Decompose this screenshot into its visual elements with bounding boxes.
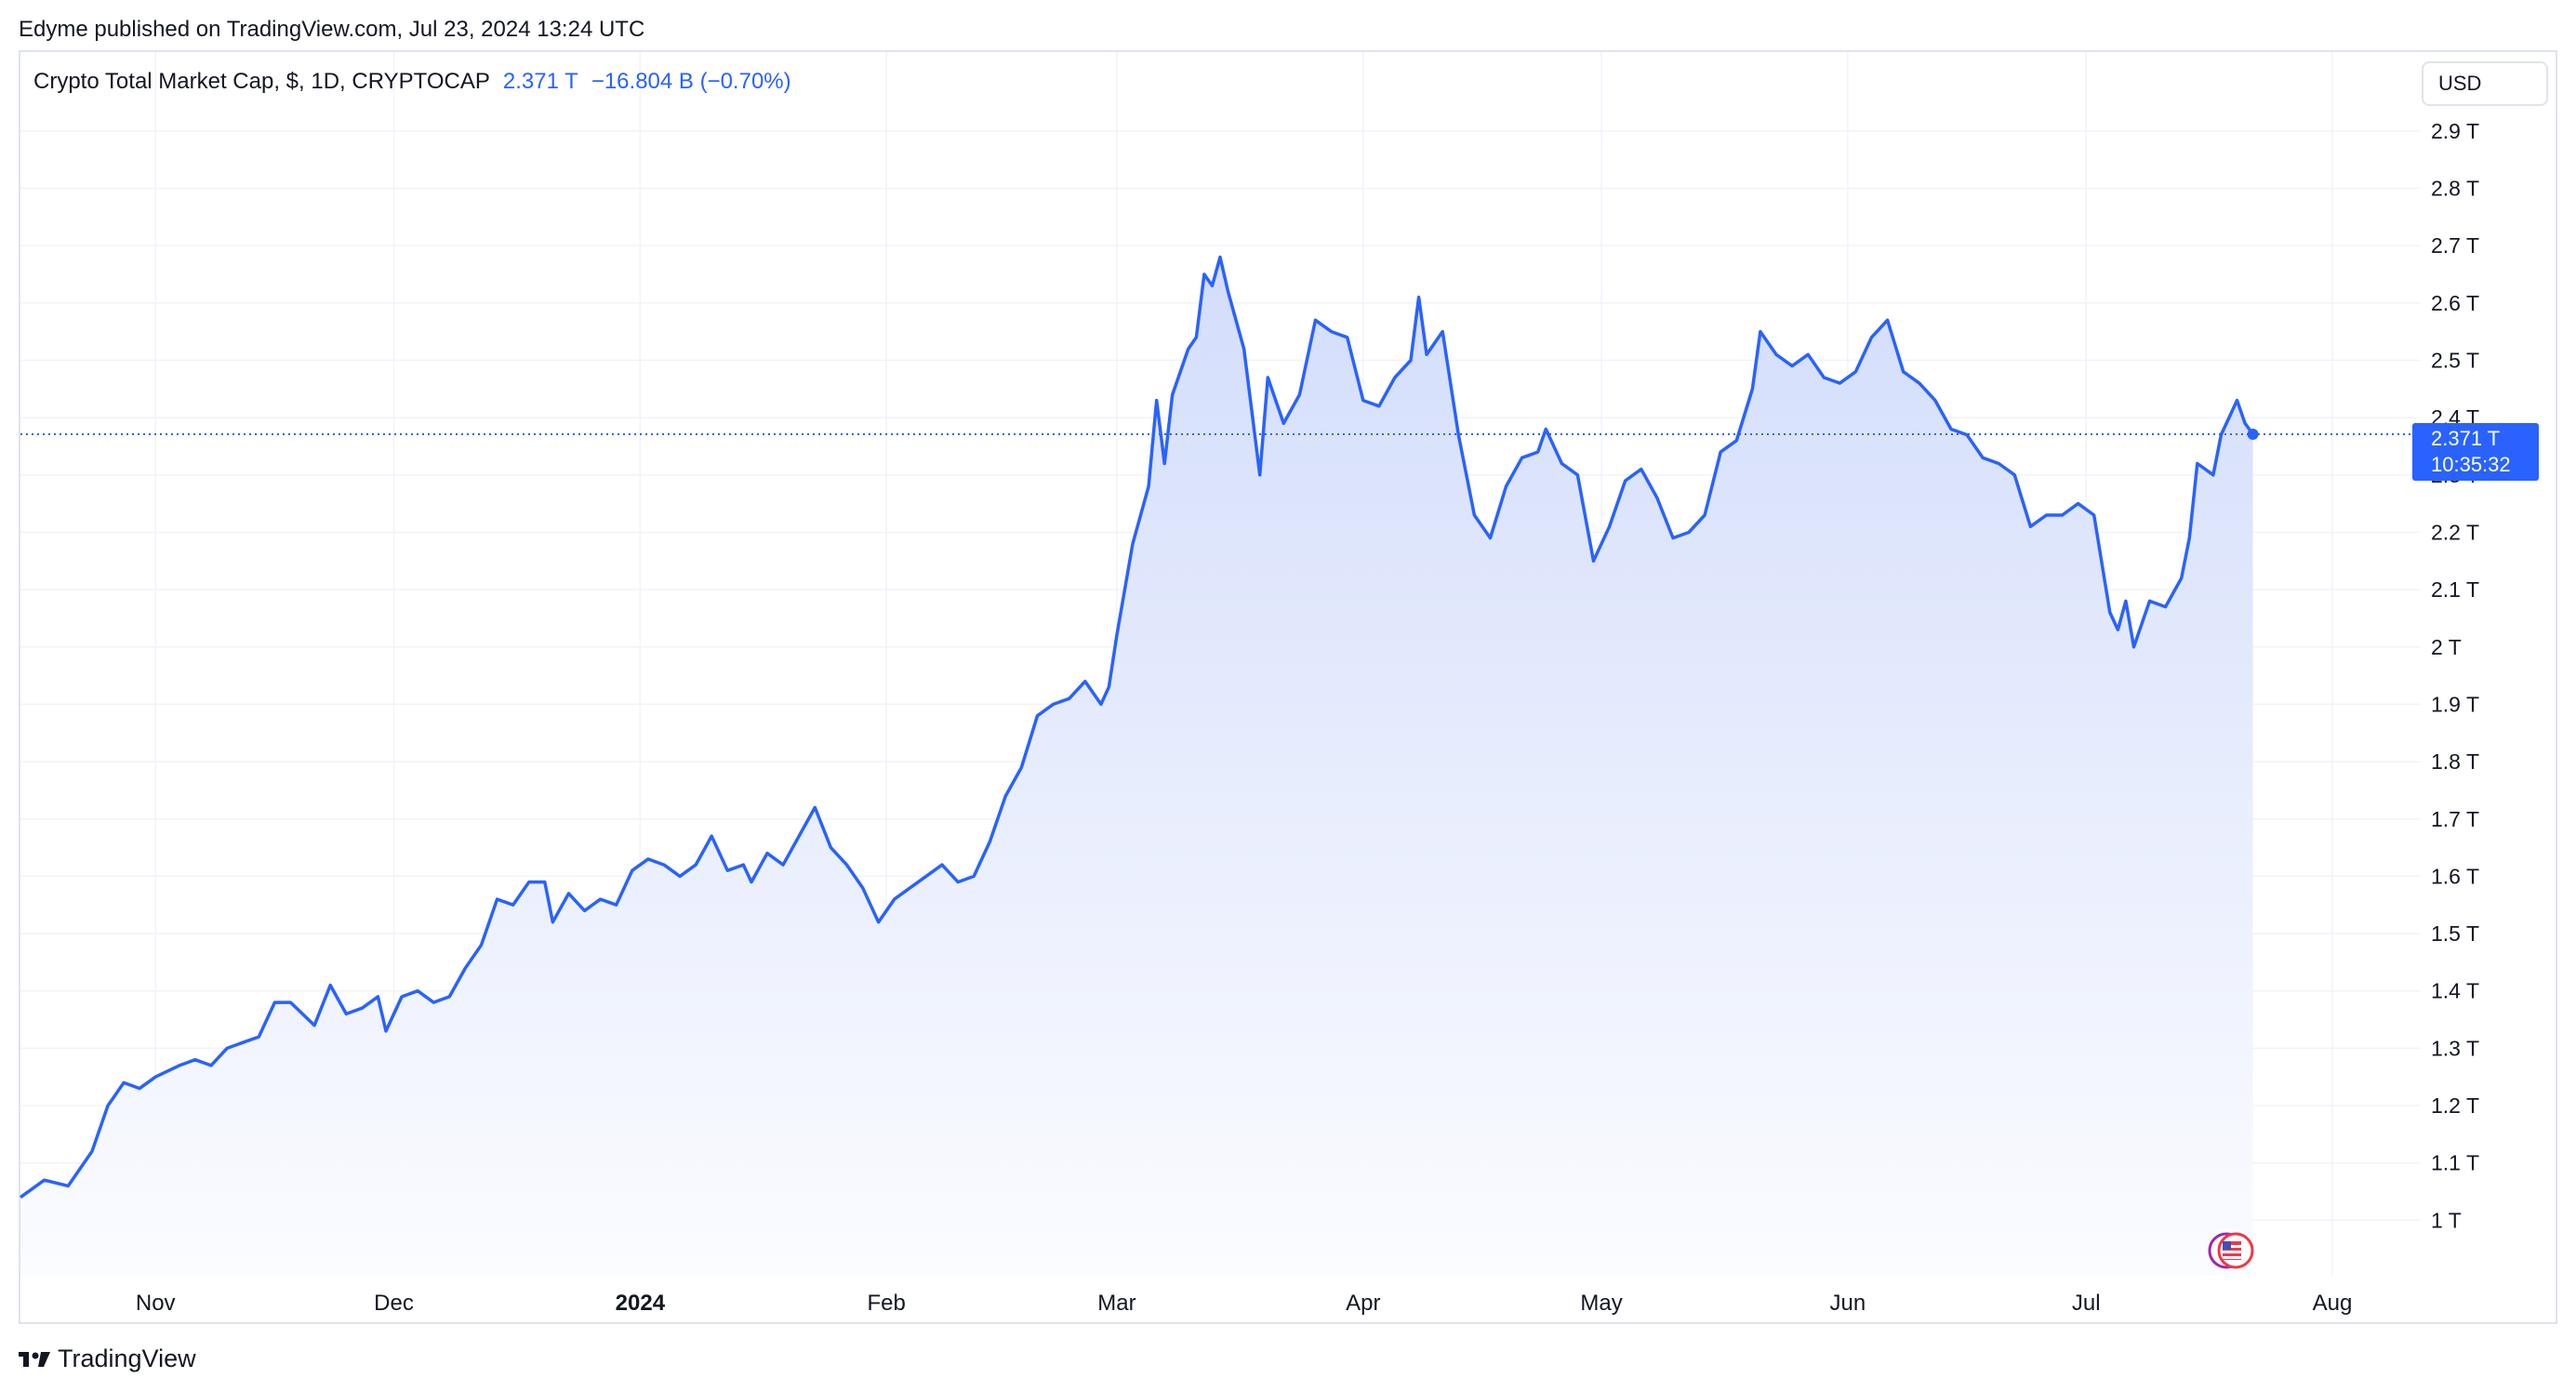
published-by-line: Edyme published on TradingView.com, Jul … (19, 17, 645, 42)
x-axis: Nov Dec 2024 Feb Mar Apr May Jun Jul Aug (136, 1291, 2352, 1316)
y-tick-label: 2.5 T (2431, 348, 2479, 372)
y-tick-label: 1.8 T (2431, 749, 2479, 774)
y-tick-label: 1.3 T (2431, 1036, 2479, 1060)
price-tag-value: 2.371 T (2431, 427, 2500, 450)
currency-button[interactable]: USD (2422, 61, 2548, 106)
y-tick-label: 2.2 T (2431, 520, 2479, 544)
chart-frame (19, 50, 2557, 1324)
legend-symbol[interactable]: Crypto Total Market Cap, $, 1D, CRYPTOCA… (33, 69, 490, 94)
x-tick-label: May (1580, 1291, 1622, 1316)
y-axis: 1 T 1.1 T 1.2 T 1.3 T 1.4 T 1.5 T 1.6 T 1.7 T 1.… (2431, 119, 2479, 1233)
tradingview-brand: TradingView (58, 1345, 196, 1372)
x-tick-label: Feb (868, 1291, 906, 1316)
x-tick-label: Aug (2313, 1291, 2353, 1316)
y-tick-label: 2 T (2431, 635, 2462, 659)
tradingview-logo-icon (19, 1351, 50, 1367)
x-tick-label: Jul (2072, 1291, 2101, 1316)
y-tick-label: 1.4 T (2431, 979, 2479, 1003)
x-tick-label: Mar (1097, 1291, 1135, 1316)
y-tick-label: 2.6 T (2431, 291, 2479, 315)
last-price-point (2247, 429, 2259, 441)
y-tick-label: 1.7 T (2431, 807, 2479, 831)
y-tick-label: 1.5 T (2431, 921, 2479, 946)
price-tag-box (2412, 423, 2539, 482)
y-tick-label: 2.7 T (2431, 233, 2479, 258)
price-tag: 2.371 T 10:35:32 (2412, 423, 2539, 482)
currency-label: USD (2438, 72, 2482, 95)
x-tick-label: Apr (1346, 1291, 1380, 1316)
price-tag-countdown: 10:35:32 (2431, 453, 2511, 476)
legend-change: −16.804 B (−0.70%) (591, 69, 791, 94)
series-line[interactable] (19, 255, 2255, 1199)
x-tick-label: 2024 (616, 1291, 666, 1316)
x-tick-label: Dec (374, 1291, 414, 1316)
y-tick-label: 2.9 T (2431, 119, 2479, 143)
legend: Crypto Total Market Cap, $, 1D, CRYPTOCA… (33, 69, 791, 95)
legend-last-value: 2.371 T (502, 69, 578, 94)
us-flag-icon[interactable] (2208, 1232, 2254, 1269)
y-tick-label: 1.6 T (2431, 864, 2479, 888)
y-tick-label: 2.8 T (2431, 176, 2479, 200)
y-tick-label: 1 T (2431, 1208, 2462, 1232)
y-tick-label: 1.9 T (2431, 692, 2479, 716)
x-tick-label: Nov (136, 1291, 176, 1316)
series-area-fill (20, 257, 2253, 1276)
y-tick-label: 1.1 T (2431, 1151, 2479, 1175)
x-tick-label: Jun (1830, 1291, 1866, 1316)
y-tick-label: 2.1 T (2431, 577, 2479, 602)
tradingview-logo[interactable]: TradingView (19, 1345, 196, 1373)
y-tick-label: 1.2 T (2431, 1093, 2479, 1118)
